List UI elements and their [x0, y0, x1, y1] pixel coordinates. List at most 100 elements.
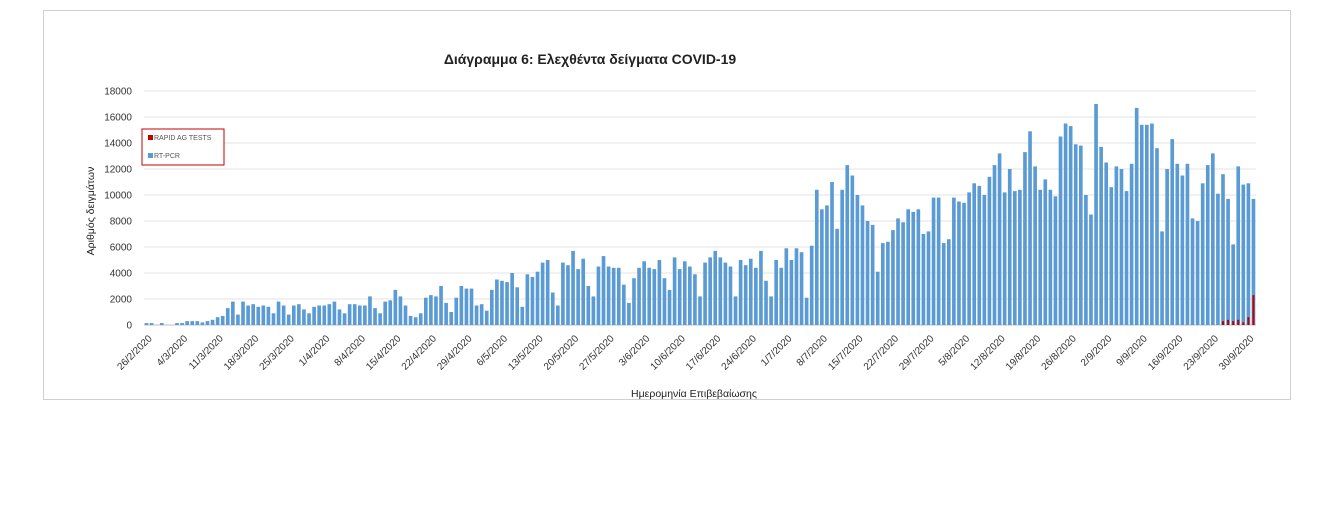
x-tick-label: 6/5/2020 [475, 333, 511, 369]
bar-rt-pcr [677, 269, 682, 325]
bar-rt-pcr [505, 282, 509, 325]
bar-rt-pcr [1216, 193, 1220, 325]
legend-swatch-rtpcr [148, 153, 153, 158]
bar-rt-pcr [875, 271, 880, 325]
bar-rt-pcr [1190, 218, 1195, 325]
bar-rt-pcr [378, 313, 382, 325]
bar-rt-pcr [175, 323, 179, 325]
x-tick-label: 12/8/2020 [968, 333, 1008, 373]
bar-rt-pcr [357, 305, 362, 325]
bar-rt-pcr [261, 305, 266, 325]
bar-rt-pcr [180, 323, 184, 325]
bar-rt-pcr [561, 262, 565, 325]
bar-rt-pcr [225, 308, 230, 325]
bar-rt-pcr [327, 304, 332, 325]
bar-rt-pcr [312, 306, 316, 325]
y-tick-label: 16000 [104, 113, 132, 124]
bar-rt-pcr [688, 266, 692, 325]
bar-rt-pcr [952, 197, 956, 325]
bar-rt-pcr [423, 297, 428, 325]
bar-rt-pcr [149, 323, 154, 325]
x-tick-label: 11/3/2020 [187, 333, 226, 372]
bar-rt-pcr [1241, 184, 1246, 325]
bar-rt-pcr [682, 261, 687, 325]
bar-rt-pcr [266, 306, 271, 325]
bar-rt-pcr [1053, 196, 1058, 325]
legend: RAPID AG TESTS RT-PCR [141, 128, 225, 166]
x-tick-label: 27/5/2020 [577, 333, 617, 373]
bar-rt-pcr [1104, 162, 1109, 325]
legend-box [141, 128, 225, 166]
chart-frame: Διάγραμμα 6: Ελεχθέντα δείγματα COVID-19… [43, 10, 1291, 400]
y-axis-label: Αριθμός δειγμάτων [85, 167, 97, 256]
bar-rt-pcr [474, 305, 479, 325]
bar-rapid-ag [1247, 317, 1250, 325]
bar-rt-pcr [1023, 152, 1027, 325]
bar-rt-pcr [434, 296, 438, 325]
bar-rt-pcr [571, 250, 575, 325]
bar-rt-pcr [1145, 124, 1149, 325]
bar-rt-pcr [1119, 169, 1124, 325]
bar-rt-pcr [850, 175, 855, 325]
chart-title: Διάγραμμα 6: Ελεχθέντα δείγματα COVID-19 [444, 51, 737, 67]
y-tick-label: 6000 [110, 243, 133, 254]
bar-rt-pcr [627, 302, 631, 325]
legend-label-rtpcr: RT-PCR [154, 153, 180, 160]
bar-rt-pcr [449, 312, 454, 325]
x-tick-label: 8/4/2020 [333, 333, 369, 369]
bar-rt-pcr [479, 304, 484, 325]
bar-rt-pcr [901, 222, 905, 325]
bar-rt-pcr [1068, 126, 1073, 325]
bar-rt-pcr [962, 202, 966, 325]
bar-rt-pcr [444, 302, 448, 325]
legend-label-rapid: RAPID AG TESTS [154, 135, 212, 142]
bar-rt-pcr [545, 260, 550, 325]
bar-rt-pcr [1043, 179, 1048, 325]
gridlines [144, 90, 1256, 326]
bar-rt-pcr [860, 205, 865, 325]
bar-rt-pcr [1185, 163, 1190, 325]
bar-rt-pcr [388, 300, 393, 325]
bar-rt-pcr [1033, 166, 1037, 325]
bar-rt-pcr [977, 185, 982, 325]
bar-rt-pcr [799, 252, 804, 325]
bar-rt-pcr [820, 209, 824, 325]
bar-rt-pcr [368, 296, 372, 325]
bar-rt-pcr [941, 243, 946, 325]
x-tick-label: 23/9/2020 [1182, 333, 1222, 373]
bar-rt-pcr [601, 256, 606, 325]
bar-rt-pcr [342, 313, 347, 325]
bar-rt-pcr [1002, 192, 1007, 325]
bar-rt-pcr [713, 250, 718, 325]
bar-rt-pcr [246, 305, 250, 325]
chart-svg: Διάγραμμα 6: Ελεχθέντα δείγματα COVID-19… [85, 51, 1257, 400]
bar-rt-pcr [647, 267, 652, 325]
bar-rt-pcr [632, 278, 636, 325]
bar-rt-pcr [418, 313, 423, 325]
bar-rt-pcr [302, 309, 306, 325]
x-tick-label: 20/5/2020 [542, 333, 582, 373]
bar-rt-pcr [185, 321, 189, 325]
x-axis-label: Ημερομηνία Επιβεβαίωσης [631, 388, 757, 400]
bar-rt-pcr [1226, 198, 1230, 325]
bar-rt-pcr [1165, 169, 1169, 325]
bar-rt-pcr [1160, 231, 1164, 325]
y-tick-label: 2000 [110, 295, 133, 306]
bar-rt-pcr [1251, 198, 1256, 325]
bar-rt-pcr [1236, 166, 1241, 325]
bar-rt-pcr [652, 269, 657, 325]
bar-rt-pcr [667, 289, 672, 325]
bar-rt-pcr [698, 296, 702, 325]
bar-rt-pcr [693, 274, 697, 325]
bar-rt-pcr [1109, 187, 1114, 325]
bar-rt-pcr [281, 305, 286, 325]
x-tick-label: 22/7/2020 [862, 333, 902, 373]
bar-rt-pcr [784, 248, 789, 325]
bar-rt-pcr [144, 323, 149, 325]
bar-rt-pcr [1099, 146, 1103, 325]
bar-rt-pcr [159, 323, 164, 325]
bar-rt-pcr [637, 267, 641, 325]
bar-rt-pcr [987, 176, 992, 325]
bar-rt-pcr [1094, 104, 1098, 325]
bar-rapid-ag [1221, 321, 1224, 325]
